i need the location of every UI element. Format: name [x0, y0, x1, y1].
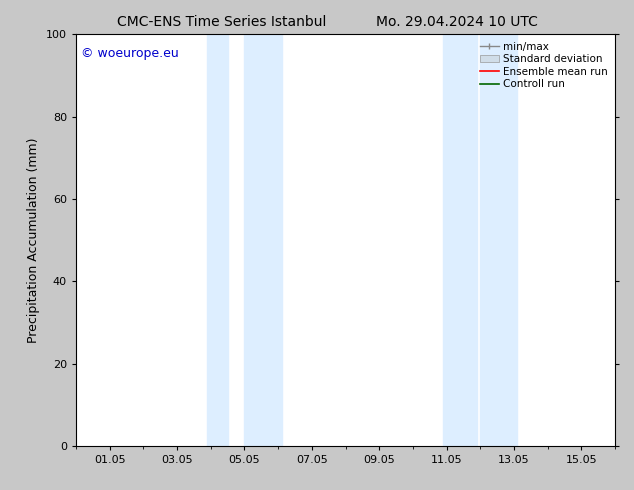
Y-axis label: Precipitation Accumulation (mm): Precipitation Accumulation (mm) [27, 137, 41, 343]
Bar [245, 34, 281, 446]
Bar [443, 34, 477, 446]
Text: Mo. 29.04.2024 10 UTC: Mo. 29.04.2024 10 UTC [375, 15, 538, 29]
Text: CMC-ENS Time Series Istanbul: CMC-ENS Time Series Istanbul [117, 15, 327, 29]
Bar [207, 34, 228, 446]
Legend: min/max, Standard deviation, Ensemble mean run, Controll run: min/max, Standard deviation, Ensemble me… [478, 40, 610, 92]
Bar [480, 34, 517, 446]
Text: © woeurope.eu: © woeurope.eu [81, 47, 179, 60]
